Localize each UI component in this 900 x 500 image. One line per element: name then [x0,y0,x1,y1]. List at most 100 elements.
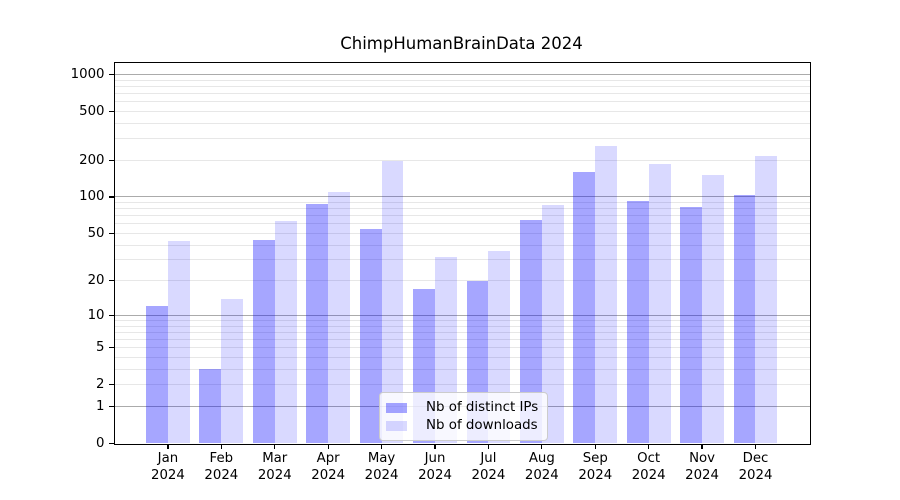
x-tick-mark [220,444,222,449]
y-tick-label: 100 [79,189,105,205]
y-tick-label: 2 [96,377,105,393]
x-tick-month: Aug [528,451,555,466]
x-tick-month: Nov [689,451,716,466]
y-tick-mark [108,314,115,316]
x-tick-year: 2024 [150,467,185,483]
y-tick-label: 500 [79,103,105,119]
x-tick-mark [701,444,703,449]
x-tick-month: Jan [157,451,179,466]
y-tick-label: 1000 [70,66,105,82]
gridline-minor [114,319,810,321]
x-tick-year: 2024 [524,467,559,483]
gridline-major [114,73,810,75]
legend-item: Nb of distinct IPs [386,399,538,416]
x-tick-year: 2024 [257,467,292,483]
x-tick-label: May 2024 [354,451,410,484]
gridline-minor [114,259,810,261]
x-tick-label: Sep 2024 [567,451,623,484]
bar-downloads [221,298,244,444]
gridline-minor [114,384,810,386]
gridline-minor [114,280,810,282]
y-tick-mark [108,405,115,408]
bar-distinct-ips [573,172,596,444]
y-tick-label: 1 [96,398,105,414]
x-tick-label: Oct 2024 [621,451,677,484]
x-tick-mark [327,444,329,449]
gridline-minor [114,85,810,87]
x-tick-month: Jun [424,451,446,466]
x-tick-year: 2024 [578,467,613,483]
y-tick-mark [108,232,115,235]
x-tick-month: Feb [209,451,234,466]
x-tick-label: Dec 2024 [727,451,783,484]
x-tick-year: 2024 [418,467,452,483]
x-tick-mark [648,444,650,449]
gridline-minor [114,244,810,246]
y-tick-label: 10 [87,307,105,323]
x-tick-month: May [367,451,396,466]
y-tick-mark [108,73,115,76]
y-tick-mark [108,280,115,282]
gridline-minor [114,79,810,81]
gridline-minor [114,215,810,217]
gridline-minor [114,232,810,234]
gridline-minor [114,138,810,140]
x-tick-label: Feb 2024 [193,451,249,484]
x-tick-label: Jul 2024 [460,451,516,484]
y-tick-label: 50 [87,225,105,241]
x-tick-mark [541,444,543,449]
gridline-minor [114,325,810,327]
x-tick-mark [487,444,490,449]
bar-downloads [595,146,618,444]
bar-distinct-ips [359,229,382,444]
x-tick-month: Jul [480,451,497,466]
x-tick-year: 2024 [204,467,239,483]
y-tick-label: 20 [87,273,105,289]
y-tick-mark [108,110,115,113]
x-tick-month: Apr [316,451,340,466]
bar-downloads [541,205,564,444]
x-tick-label: Jun 2024 [407,451,463,484]
gridline-minor [114,159,810,161]
x-tick-year: 2024 [631,467,666,483]
y-tick-label: 0 [96,435,105,451]
gridline-minor [114,122,810,124]
y-tick-mark [108,442,115,445]
legend-swatch [386,420,407,431]
bar-downloads [167,241,190,444]
x-tick-mark [380,444,383,449]
legend-item: Nb of downloads [386,417,538,434]
x-tick-month: Dec [742,451,769,466]
bar-downloads [755,156,778,444]
x-tick-mark [754,444,757,449]
bar-downloads [648,164,671,444]
chart-title: ChimpHumanBrainData 2024 [340,34,583,53]
gridline-minor [114,110,810,112]
y-tick-mark [108,384,115,386]
bar-distinct-ips [252,240,275,444]
gridline-minor [114,368,810,370]
bar-downloads [328,191,351,444]
gridline-minor [114,101,810,103]
gridline-minor [114,347,810,349]
x-tick-year: 2024 [685,467,719,483]
bar-distinct-ips [146,306,168,444]
y-tick-label: 5 [96,340,105,356]
x-tick-label: Mar 2024 [247,451,303,484]
x-tick-month: Mar [262,451,288,466]
bar-distinct-ips [626,201,649,444]
legend: Nb of distinct IPs Nb of downloads [379,392,549,441]
gridline-minor [114,208,810,210]
x-tick-label: Apr 2024 [300,451,356,484]
gridline-minor [114,201,810,203]
plot-area: Jan 2024 Feb 2024 Mar 2024 Apr 2024 May 2024 Jun 20… [71,61,811,483]
x-tick-mark [274,444,276,449]
gridline-minor [114,356,810,358]
x-tick-label: Aug 2024 [514,451,570,484]
y-tick-label: 200 [79,152,105,168]
x-tick-year: 2024 [364,467,399,483]
x-tick-month: Sep [582,451,608,466]
bar-downloads [274,221,297,444]
bar-downloads [702,175,724,444]
